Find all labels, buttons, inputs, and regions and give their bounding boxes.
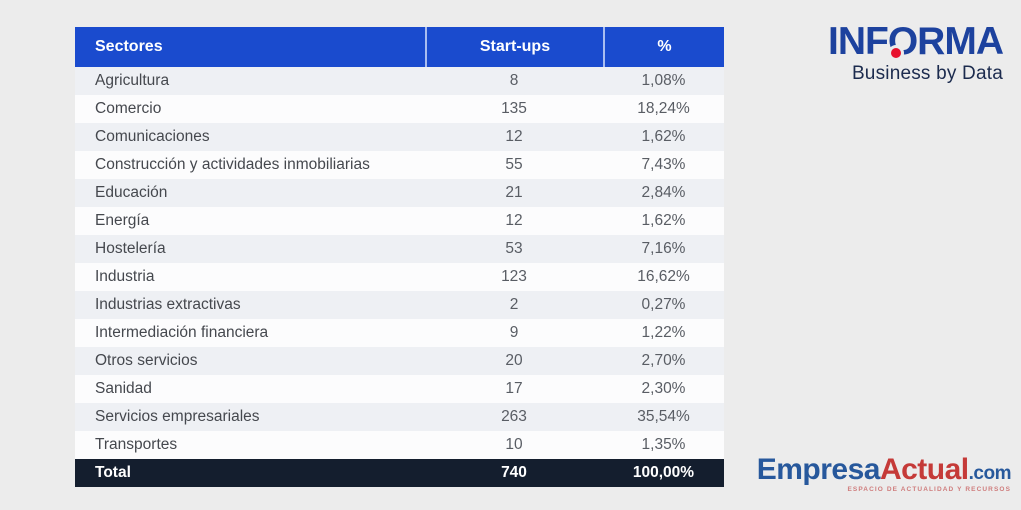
table-row: Sanidad 17 2,30%: [75, 375, 724, 403]
percent-cell: 1,62%: [641, 128, 686, 145]
table-row: Transportes 10 1,35%: [75, 431, 724, 459]
informa-red-dot-icon: [890, 48, 901, 58]
table-row: Intermediación financiera 9 1,22%: [75, 319, 724, 347]
table-row: Energía 12 1,62%: [75, 207, 724, 235]
table-row: Construcción y actividades inmobiliarias…: [75, 151, 724, 179]
sector-cell: Intermediación financiera: [95, 324, 269, 341]
empresaactual-wordmark: EmpresaActual.com: [756, 453, 1012, 486]
startups-cell: 17: [505, 380, 523, 397]
sector-cell: Industria: [95, 268, 155, 285]
table-row: Industrias extractivas 2 0,27%: [75, 291, 724, 319]
percent-cell: 7,43%: [641, 156, 686, 173]
sector-cell: Comercio: [95, 100, 162, 117]
sector-cell: Agricultura: [95, 72, 170, 89]
sector-cell: Comunicaciones: [95, 128, 210, 145]
percent-cell: 1,62%: [641, 212, 686, 229]
percent-cell: 2,84%: [641, 184, 686, 201]
sector-cell: Energía: [95, 212, 150, 229]
sector-cell: Construcción y actividades inmobiliarias: [95, 156, 370, 173]
startups-cell: 135: [501, 100, 527, 117]
informa-tagline: Business by Data: [851, 63, 1003, 84]
total-label-cell: Total: [95, 464, 131, 481]
percent-cell: 18,24%: [637, 100, 690, 117]
informa-logo: INFO RMA Business by Data: [828, 20, 1004, 84]
percent-cell: 1,22%: [641, 324, 686, 341]
empresaactual-logo: EmpresaActual.com ESPACIO DE ACTUALIDAD …: [756, 453, 1012, 494]
startups-cell: 21: [505, 184, 523, 201]
startups-cell: 123: [501, 268, 527, 285]
percent-cell: 1,35%: [641, 436, 686, 453]
sector-cell: Educación: [95, 184, 168, 201]
table-row: Comunicaciones 12 1,62%: [75, 123, 724, 151]
column-header-percent: %: [603, 27, 724, 67]
startups-cell: 9: [509, 324, 519, 341]
table-body: Agricultura 8 1,08% Comercio 135 18,24% Comuni…: [75, 67, 724, 459]
percent-cell: 2,30%: [641, 380, 686, 397]
empresa-word-suffix: .com: [968, 463, 1012, 484]
startups-cell: 20: [505, 352, 523, 369]
percent-cell: 16,62%: [637, 268, 690, 285]
sector-cell: Sanidad: [95, 380, 152, 397]
informa-letter-o: O: [887, 20, 918, 63]
startups-cell: 8: [509, 72, 519, 89]
sector-cell: Otros servicios: [95, 352, 198, 369]
table-header: Sectores Start-ups %: [75, 27, 724, 67]
percent-cell: 35,54%: [637, 408, 690, 425]
total-percent-cell: 100,00%: [632, 464, 695, 481]
informa-wordmark: INFO RMA: [828, 20, 1004, 63]
percent-cell: 2,70%: [641, 352, 686, 369]
empresa-word-part1: Empresa: [756, 453, 881, 486]
table-row: Comercio 135 18,24%: [75, 95, 724, 123]
table-total-row: Total 740 100,00%: [75, 459, 724, 487]
column-header-startups: Start-ups: [425, 27, 603, 67]
table-row: Industria 123 16,62%: [75, 263, 724, 291]
startups-cell: 263: [501, 408, 527, 425]
sector-cell: Hostelería: [95, 240, 166, 257]
informa-word-part2: RMA: [917, 20, 1004, 63]
column-header-sectores: Sectores: [95, 38, 163, 55]
table-row: Otros servicios 20 2,70%: [75, 347, 724, 375]
startups-cell: 10: [505, 436, 523, 453]
startups-cell: 12: [505, 128, 523, 145]
sectors-table: Sectores Start-ups % Agricultura 8 1,08% Co…: [75, 27, 724, 487]
startups-cell: 12: [505, 212, 523, 229]
informa-word-part1: INF: [828, 20, 889, 63]
table-row: Hostelería 53 7,16%: [75, 235, 724, 263]
startups-cell: 2: [509, 296, 519, 313]
percent-cell: 7,16%: [641, 240, 686, 257]
empresaactual-tagline: ESPACIO DE ACTUALIDAD Y RECURSOS: [847, 486, 1011, 493]
sector-cell: Transportes: [95, 436, 178, 453]
table-row: Servicios empresariales 263 35,54%: [75, 403, 724, 431]
percent-cell: 1,08%: [641, 72, 686, 89]
table-row: Educación 21 2,84%: [75, 179, 724, 207]
percent-cell: 0,27%: [641, 296, 686, 313]
startups-cell: 55: [505, 156, 523, 173]
startups-cell: 53: [505, 240, 523, 257]
sector-cell: Servicios empresariales: [95, 408, 260, 425]
sector-cell: Industrias extractivas: [95, 296, 241, 313]
empresa-word-part2: Actual: [879, 453, 969, 486]
total-startups-cell: 740: [501, 464, 527, 481]
table-row: Agricultura 8 1,08%: [75, 67, 724, 95]
